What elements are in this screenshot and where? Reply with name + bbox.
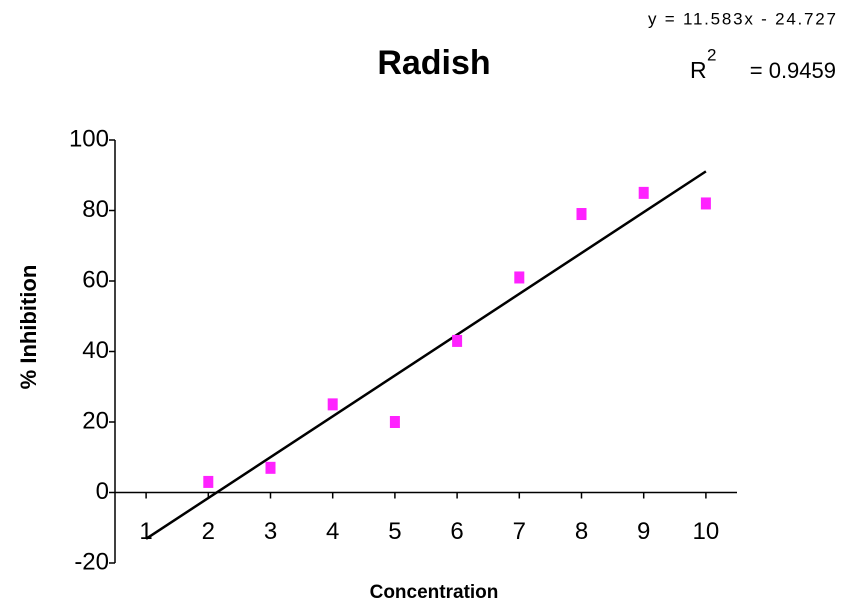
x-tick-label: 10 bbox=[693, 518, 720, 545]
x-tick-label: 7 bbox=[513, 518, 526, 545]
trendline bbox=[145, 170, 707, 540]
y-tick-label: -20 bbox=[74, 548, 109, 575]
x-tick-label: 8 bbox=[575, 518, 588, 545]
y-tick-label: 80 bbox=[82, 196, 109, 223]
r-squared: = 0.9459 bbox=[750, 58, 836, 83]
y-tick-label: 0 bbox=[96, 478, 109, 505]
x-tick-label: 4 bbox=[326, 518, 339, 545]
y-tick-label: 40 bbox=[82, 337, 109, 364]
point bbox=[327, 398, 338, 411]
point bbox=[700, 197, 711, 210]
point bbox=[452, 334, 463, 347]
chart-title: Radish bbox=[377, 44, 490, 82]
x-tick-label: 9 bbox=[637, 518, 650, 545]
point bbox=[514, 271, 525, 284]
point bbox=[389, 416, 400, 428]
point bbox=[265, 461, 276, 474]
y-tick-label: 100 bbox=[69, 125, 109, 152]
point bbox=[638, 186, 649, 199]
x-tick-label: 1 bbox=[139, 518, 152, 545]
y-tick-label: 20 bbox=[82, 407, 109, 434]
x-tick-label: 5 bbox=[388, 518, 401, 545]
y-tick-label: 60 bbox=[82, 266, 109, 293]
equation: y = 11.583x - 24.727 bbox=[648, 9, 836, 28]
r-power: 2 bbox=[707, 45, 716, 64]
y-axis-label: % Inhibition bbox=[16, 265, 41, 390]
x-tick-label: 3 bbox=[264, 518, 277, 545]
x-tick-label: 6 bbox=[450, 518, 463, 545]
point bbox=[576, 208, 587, 221]
x-tick-label: 2 bbox=[202, 518, 215, 545]
x-axis-label: Concentration bbox=[370, 582, 499, 603]
r-symbol: R bbox=[690, 57, 707, 83]
point bbox=[203, 475, 214, 488]
